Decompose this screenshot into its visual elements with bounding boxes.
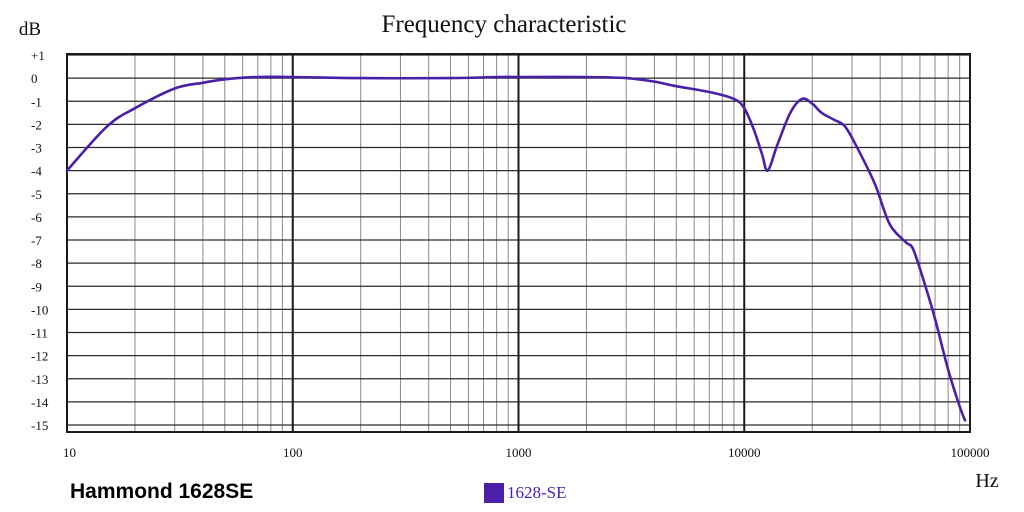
y-axis-unit-label: dB: [19, 19, 41, 40]
chart-title: Frequency characteristic: [381, 11, 626, 38]
y-tick-label: -10: [31, 302, 48, 317]
y-tick-label: -11: [31, 326, 48, 341]
y-tick-label: -9: [31, 279, 42, 294]
series-layer: [65, 75, 967, 422]
x-tick-label: 10000: [728, 445, 761, 460]
device-name-label: Hammond 1628SE: [70, 480, 254, 503]
plot-frame: [66, 53, 971, 433]
x-tick-label: 1000: [506, 445, 532, 460]
y-tick-label: -15: [31, 418, 48, 433]
y-tick-label: -5: [31, 187, 42, 202]
x-tick-label: 100: [283, 445, 303, 460]
y-tick-label: -6: [31, 210, 42, 225]
y-tick-label: -14: [31, 395, 49, 410]
series-line-1628-se: [65, 75, 967, 422]
x-tick-label: 100000: [951, 445, 990, 460]
y-tick-label: -3: [31, 141, 42, 156]
legend: 1628-SE: [484, 482, 567, 504]
x-tick-labels: 10 100 1000 10000 100000: [63, 445, 990, 460]
y-tick-labels: +1 0 -1 -2 -3 -4 -5 -6 -7 -8 -9 -10 -11 -12 -13 -14 -15: [31, 48, 49, 433]
x-axis-unit-label: Hz: [975, 470, 998, 492]
y-tick-label: -13: [31, 372, 48, 387]
y-tick-label: +1: [31, 48, 45, 63]
legend-swatch: [484, 483, 504, 503]
x-tick-label: 10: [63, 445, 76, 460]
y-tick-label: -1: [31, 94, 42, 109]
y-tick-label: -4: [31, 164, 42, 179]
plot-grid: [66, 53, 971, 433]
y-tick-label: -7: [31, 233, 42, 248]
y-tick-label: -2: [31, 117, 42, 132]
y-tick-label: -8: [31, 256, 42, 271]
y-tick-label: -12: [31, 349, 48, 364]
y-tick-label: 0: [31, 71, 38, 86]
legend-series-name: 1628-SE: [507, 483, 567, 502]
